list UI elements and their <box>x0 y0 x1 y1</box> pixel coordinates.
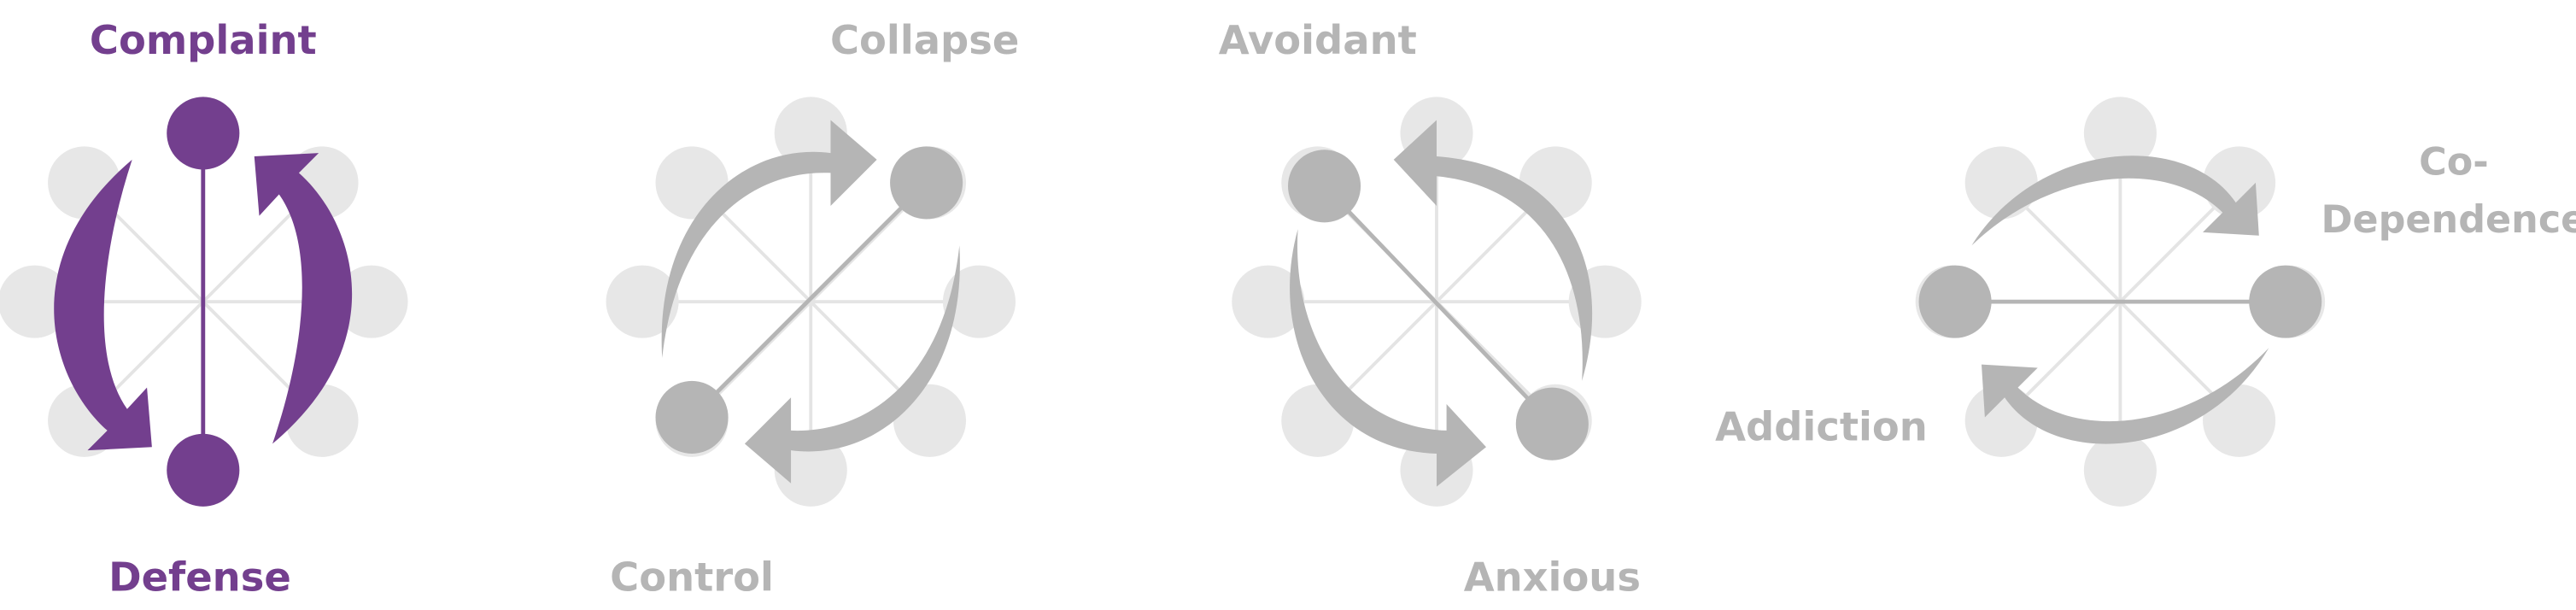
curved-arrow-right-up <box>1393 120 1593 381</box>
curved-arrow-down <box>54 159 152 451</box>
active-node-right <box>2249 265 2322 338</box>
diagram-collapse-control <box>604 95 1017 508</box>
diagram-complaint-defense <box>0 95 410 508</box>
diagram-codependence-addiction <box>1913 95 2327 508</box>
curved-arrow-left-down <box>1290 229 1486 487</box>
label-collapse: Collapse <box>830 17 1019 63</box>
active-node-top-left <box>1288 150 1361 223</box>
active-node-top <box>167 97 240 170</box>
label-complaint: Complaint <box>90 17 317 63</box>
label-defense: Defense <box>108 554 291 600</box>
curved-arrow-up <box>254 153 353 444</box>
curved-arrow-bottom <box>744 245 960 484</box>
curved-arrow-top <box>661 120 877 358</box>
active-node-bottom-right <box>1515 387 1589 460</box>
connection-line <box>1322 185 1554 425</box>
diagram-avoidant-anxious <box>1230 95 1643 508</box>
curved-arrow-bottom-left <box>1982 348 2269 444</box>
active-node-bottom-left <box>655 380 729 454</box>
curved-arrow-top-right <box>1971 155 2259 246</box>
label-control: Control <box>610 554 774 600</box>
active-node-top-right <box>890 146 963 220</box>
label-co: Co- <box>2419 140 2489 184</box>
active-node-left <box>1918 265 1992 338</box>
label-dependence: Dependence <box>2321 198 2576 242</box>
label-avoidant: Avoidant <box>1219 17 1417 63</box>
label-addiction: Addiction <box>1715 404 1928 450</box>
connection-line <box>690 181 928 419</box>
label-anxious: Anxious <box>1464 554 1641 600</box>
active-node-bottom <box>167 433 240 507</box>
